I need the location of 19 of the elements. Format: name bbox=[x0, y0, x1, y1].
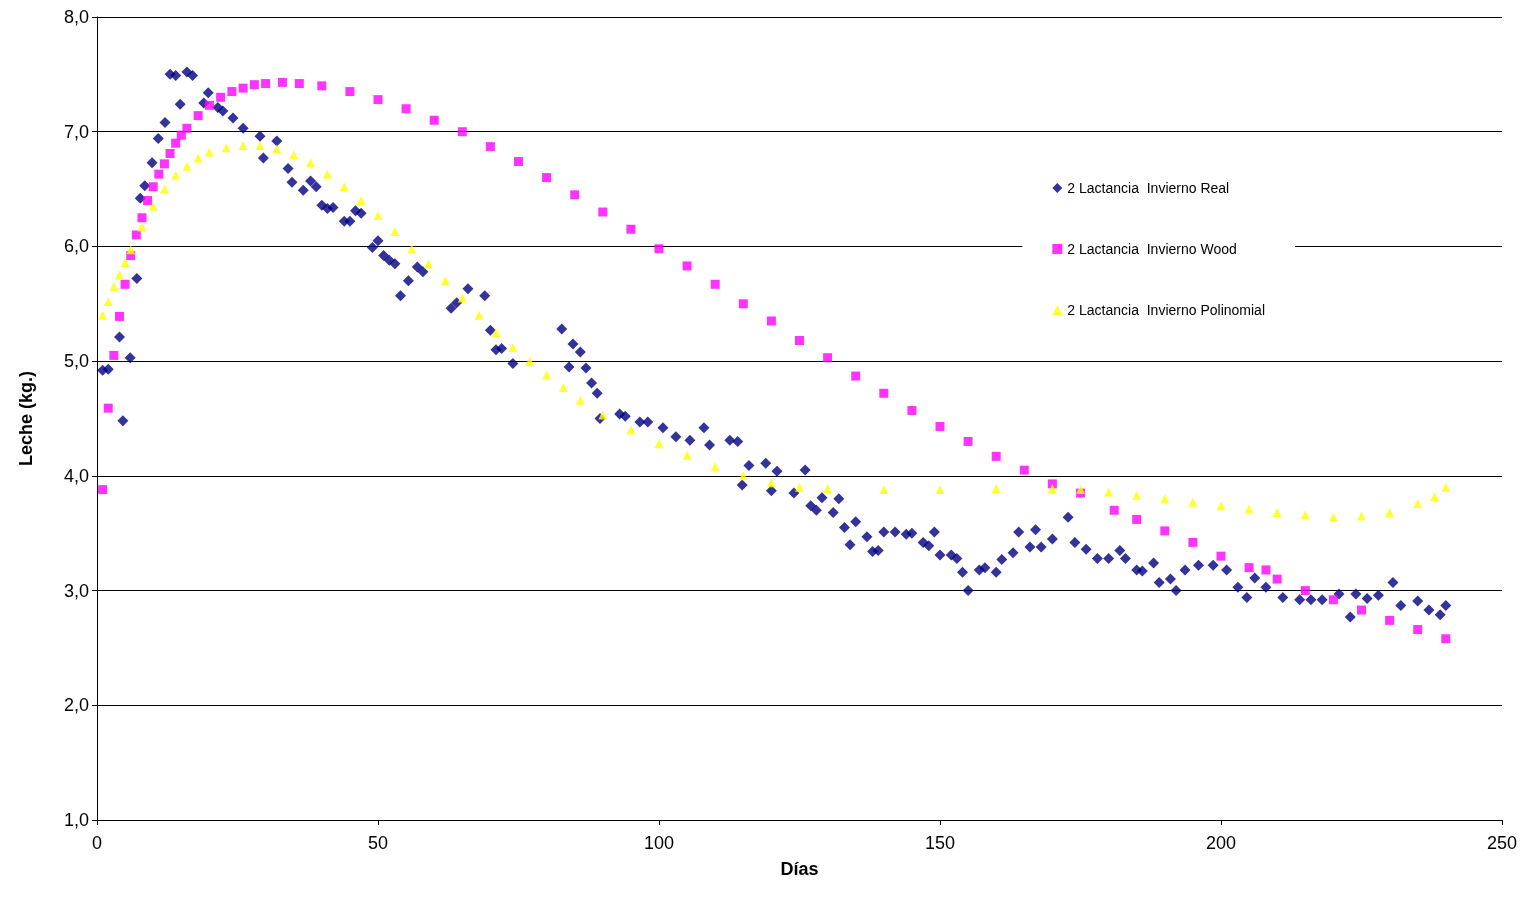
x-tick-label: 50 bbox=[367, 833, 389, 853]
y-tick-label: 4,0 bbox=[63, 465, 89, 486]
y-tick-label: 1,0 bbox=[63, 810, 89, 830]
y-tick-label: 2,0 bbox=[63, 695, 89, 716]
x-tick-label: 250 bbox=[1486, 833, 1518, 853]
x-tick-label: 0 bbox=[91, 833, 103, 853]
legend-label: 2 Lactancia Invierno Real bbox=[1067, 180, 1230, 196]
y-tick-label: 5,0 bbox=[63, 351, 89, 372]
x-tick-label: 150 bbox=[924, 833, 956, 853]
y-tick-label: 8,0 bbox=[63, 7, 89, 27]
x-axis-title: Días bbox=[780, 859, 819, 879]
y-tick-label: 6,0 bbox=[63, 236, 89, 257]
x-tick-label: 200 bbox=[1205, 833, 1237, 853]
legend-label: 2 Lactancia Invierno Polinomial bbox=[1067, 302, 1265, 318]
x-tick-label: 100 bbox=[643, 833, 675, 853]
y-axis-title: Leche (kg.) bbox=[16, 370, 36, 467]
y-tick-label: 7,0 bbox=[63, 121, 89, 142]
y-tick-label: 3,0 bbox=[63, 580, 89, 601]
legend-label: 2 Lactancia Invierno Wood bbox=[1067, 241, 1237, 257]
